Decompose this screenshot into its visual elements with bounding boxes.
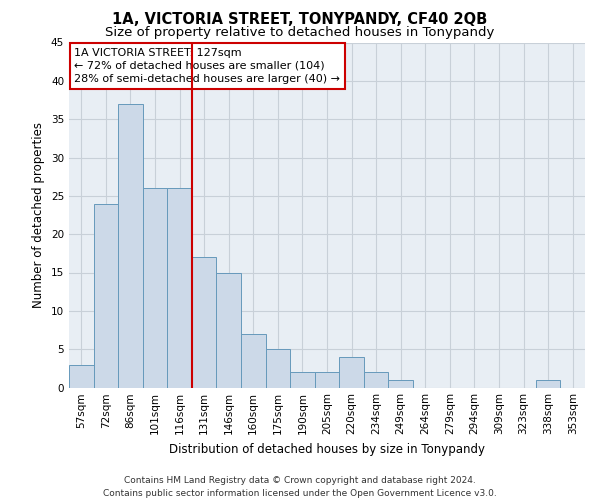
Bar (94, 204, 118, 388)
Text: Contains HM Land Registry data © Crown copyright and database right 2024.
Contai: Contains HM Land Registry data © Crown c… (103, 476, 497, 498)
Bar (69, 364, 94, 388)
Bar (364, 372, 388, 388)
Text: 1A, VICTORIA STREET, TONYPANDY, CF40 2QB: 1A, VICTORIA STREET, TONYPANDY, CF40 2QB (112, 12, 488, 28)
Bar (536, 380, 560, 388)
Bar (241, 334, 266, 388)
Y-axis label: Number of detached properties: Number of detached properties (32, 122, 46, 308)
Bar (143, 188, 167, 388)
Bar (118, 104, 143, 388)
X-axis label: Distribution of detached houses by size in Tonypandy: Distribution of detached houses by size … (169, 443, 485, 456)
Bar (290, 372, 315, 388)
Bar (167, 188, 192, 388)
Bar (339, 357, 364, 388)
Bar (388, 380, 413, 388)
Text: Size of property relative to detached houses in Tonypandy: Size of property relative to detached ho… (106, 26, 494, 39)
Bar (315, 372, 339, 388)
Text: 1A VICTORIA STREET: 127sqm
← 72% of detached houses are smaller (104)
28% of sem: 1A VICTORIA STREET: 127sqm ← 72% of deta… (74, 48, 340, 84)
Bar (192, 257, 217, 388)
Bar (217, 272, 241, 388)
Bar (266, 349, 290, 388)
